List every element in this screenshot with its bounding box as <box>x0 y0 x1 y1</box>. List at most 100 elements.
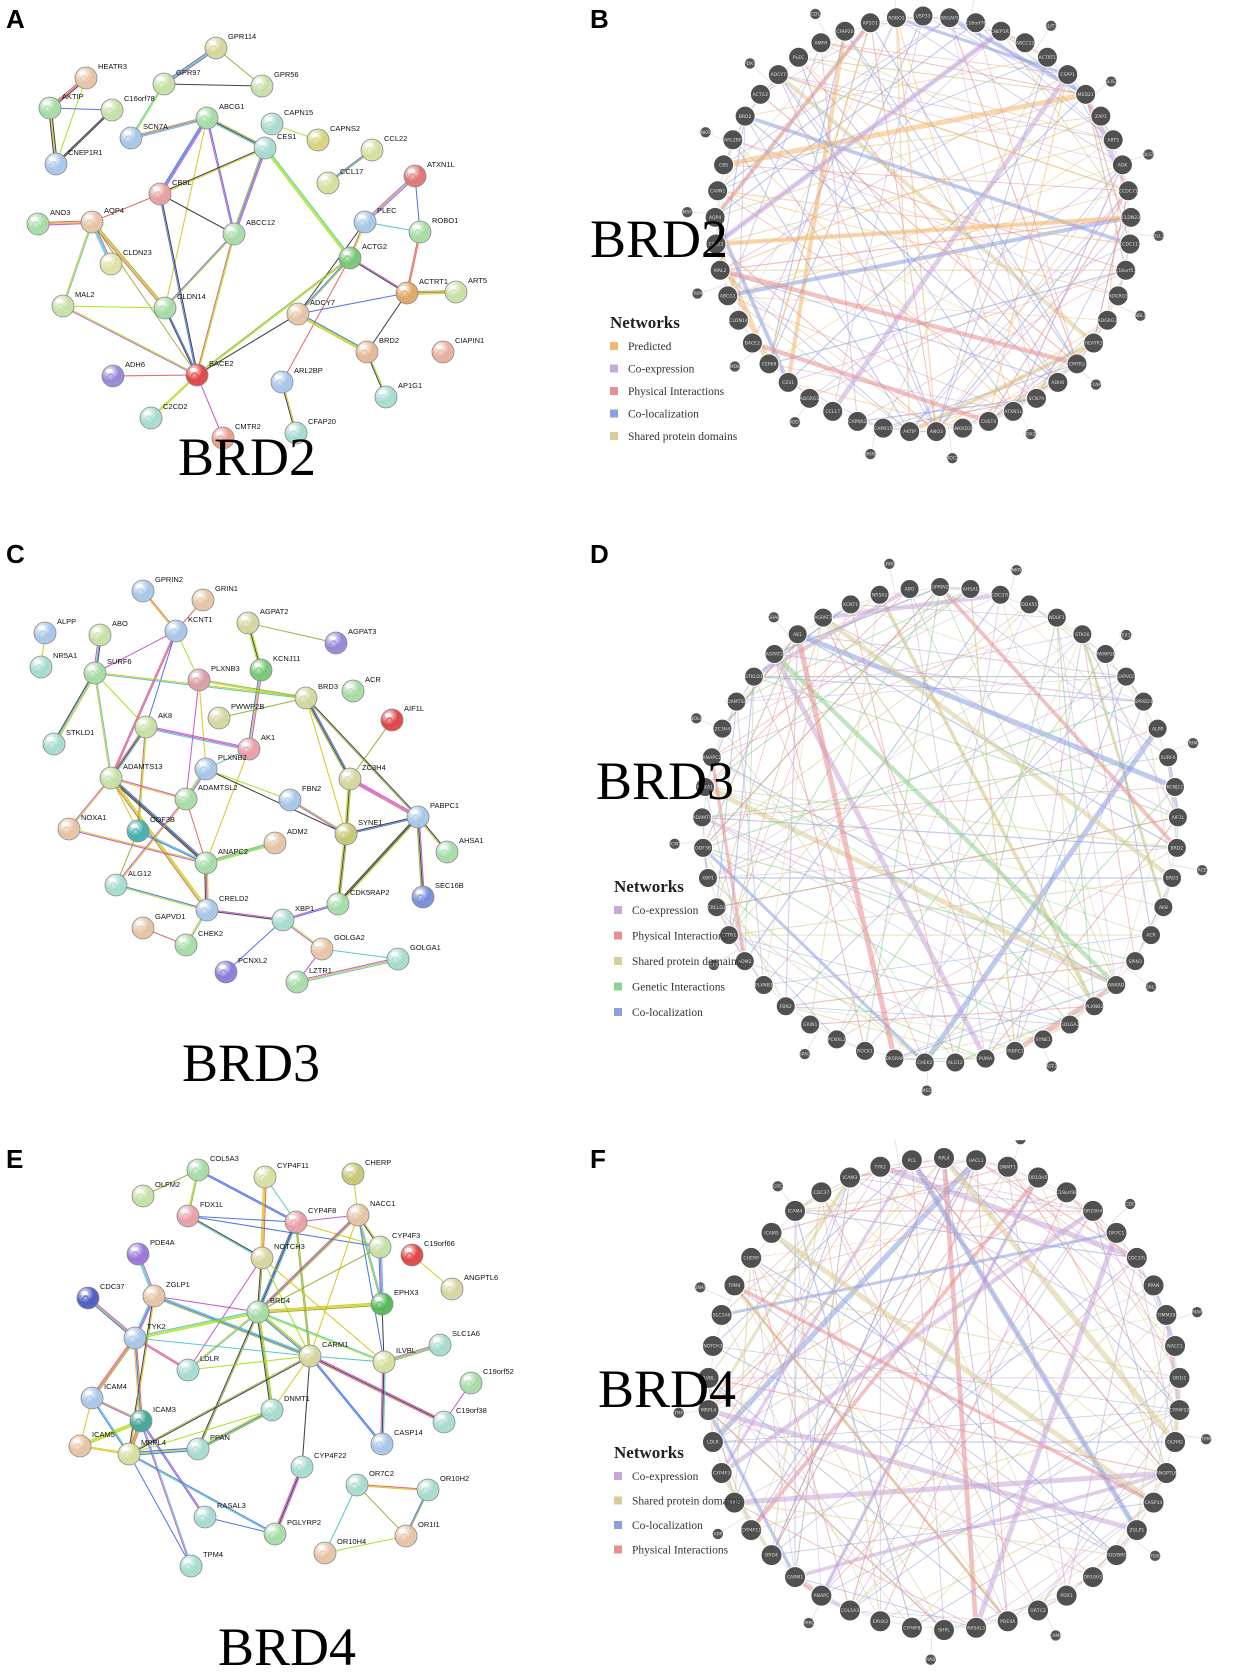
node-dnmt1[interactable]: DNMT1 <box>260 1394 310 1422</box>
node-mal2[interactable]: MAL2 <box>51 290 95 318</box>
gene-node-kcnt1[interactable]: KCNT1 <box>840 594 861 615</box>
gene-node-cdc37l[interactable]: CDC37L <box>1125 1246 1148 1269</box>
satellite-node[interactable]: DLG5 <box>1117 148 1155 165</box>
node-cbsl[interactable]: CBSL <box>148 178 192 206</box>
satellite-node[interactable]: LRRC <box>883 558 896 596</box>
gene-node-zap1[interactable]: ZAP1 <box>1090 105 1112 127</box>
gene-node-amfr[interactable]: AMFR <box>810 32 832 54</box>
gene-node-brd2[interactable]: BRD2 <box>1166 837 1187 858</box>
gene-node-adgrg5[interactable]: ADGRG5 <box>1107 285 1129 307</box>
satellite-node[interactable]: ATF2 <box>1037 1037 1058 1073</box>
node-or10h2[interactable]: OR10H2 <box>416 1474 469 1502</box>
gene-node-ppan[interactable]: PPAN <box>1142 1274 1165 1297</box>
node-agpat3[interactable]: AGPAT3 <box>324 627 376 655</box>
gene-node-ccl17[interactable]: CCL17 <box>822 400 844 422</box>
gene-node-ankrd20[interactable]: ANKRD20 <box>952 417 974 439</box>
gene-node-ilvbl[interactable]: ILVBL <box>697 1366 720 1389</box>
node-gapvd1[interactable]: GAPVD1 <box>131 912 185 940</box>
node-pde4a[interactable]: PDE4A <box>126 1238 175 1266</box>
gene-node-art5[interactable]: ART5 <box>1102 129 1124 151</box>
gene-node-dnmt1[interactable]: DNMT1 <box>996 1155 1019 1178</box>
node-pcnxl2[interactable]: PCNXL2 <box>214 956 267 984</box>
gene-node-cnep1r1[interactable]: CNEP1R1 <box>990 20 1012 42</box>
gene-node-kcnj11[interactable]: KCNJ11 <box>1164 777 1185 798</box>
node-pwwp2b[interactable]: PWWP2B <box>207 702 264 730</box>
node-ldlr[interactable]: LDLR <box>176 1354 220 1382</box>
gene-node-aif1l[interactable]: AIF1L <box>1167 807 1188 828</box>
gene-node-ldlr[interactable]: LDLR <box>701 1431 724 1454</box>
node-syne1[interactable]: SYNE1 <box>334 818 383 846</box>
gene-node-ap1g1[interactable]: AP1G1 <box>859 12 881 34</box>
gene-node-spred1[interactable]: SPRED1 <box>1133 691 1154 712</box>
gene-node-chek2[interactable]: CHEK2 <box>914 1052 935 1073</box>
satellite-node[interactable]: ACE <box>1170 864 1208 877</box>
node-c19orf66[interactable]: C19orf66 <box>400 1239 455 1267</box>
node-cnep1r1[interactable]: CNEP1R1 <box>44 148 103 176</box>
gene-node-cyp4f11[interactable]: CYP4F11 <box>740 1519 763 1542</box>
node-c16orf78[interactable]: C16orf78 <box>100 94 155 122</box>
gene-node-capns2[interactable]: CAPNS2 <box>846 410 868 432</box>
gene-node-adamts[interactable]: ADAMTS <box>692 807 713 828</box>
node-rasal3[interactable]: RASAL3 <box>193 1501 246 1529</box>
node-abcg1[interactable]: ABCG1 <box>195 102 244 130</box>
node-adcy7[interactable]: ADCY7 <box>286 298 335 326</box>
gene-node-yipf2[interactable]: YIPF2 <box>723 1491 746 1514</box>
node-adamtsl2[interactable]: ADAMTSL2 <box>174 783 238 811</box>
gene-node-adgrg1[interactable]: ADGRG1 <box>799 387 821 409</box>
node-ces1[interactable]: CES1 <box>253 132 297 160</box>
gene-node-anapc[interactable]: ANAPC <box>810 1584 833 1607</box>
gene-node-brd2[interactable]: BRD2 <box>734 105 756 127</box>
gene-node-ccdc71[interactable]: CCDC71 <box>1117 180 1139 202</box>
gene-node-nacc1[interactable]: NACC1 <box>1164 1334 1187 1357</box>
gene-node-ddx55[interactable]: DDX55 <box>1019 594 1040 615</box>
gene-node-tpm4[interactable]: TPM4 <box>723 1274 746 1297</box>
node-acr[interactable]: ACR <box>341 675 381 703</box>
gene-node-ankrd[interactable]: ANKRD <box>1106 975 1127 996</box>
gene-node-cdc37l[interactable]: CDC37L <box>990 584 1011 605</box>
node-ccl22[interactable]: CCL22 <box>360 134 407 162</box>
node-cyp4f22[interactable]: CYP4F22 <box>290 1451 347 1479</box>
node-plxnb3[interactable]: PLXNB3 <box>187 664 240 692</box>
node-aqp4[interactable]: AQP4 <box>80 206 124 234</box>
gene-node-or1i1[interactable]: OR1I1 <box>1168 1366 1191 1389</box>
gene-node-aktip[interactable]: AKTIP <box>899 421 921 443</box>
node-surf6[interactable]: SURF6 <box>83 657 132 685</box>
gene-node-ces1[interactable]: CES1 <box>777 371 799 393</box>
node-aif1l[interactable]: AIF1L <box>380 704 424 732</box>
gene-node-adcy7[interactable]: ADCY7 <box>767 64 789 86</box>
satellite-node[interactable]: OTC <box>771 1180 800 1214</box>
gene-node-abo[interactable]: ABO <box>899 578 920 599</box>
node-golga1[interactable]: GOLGA1 <box>386 943 441 971</box>
node-ano3[interactable]: ANO3 <box>26 208 70 236</box>
satellite-node[interactable]: TRF <box>672 1407 713 1419</box>
gene-node-aqp4[interactable]: AQP4 <box>704 206 726 228</box>
gene-node-grin1[interactable]: GRIN1 <box>800 1014 821 1035</box>
gene-node-chst4[interactable]: CHST4 <box>978 410 1000 432</box>
node-nacc1[interactable]: NACC1 <box>346 1199 395 1227</box>
node-brd4[interactable]: BRD4 <box>246 1296 290 1324</box>
satellite-node[interactable]: PDK1 <box>744 57 774 86</box>
gene-node-hacl1[interactable]: HACL1 <box>965 1149 988 1172</box>
gene-node-rock1[interactable]: ROCK1 <box>855 1040 876 1061</box>
node-notch3[interactable]: NOTCH3 <box>250 1242 305 1270</box>
gene-node-capn1[interactable]: CAPN1 <box>707 180 729 202</box>
gene-node-spin3[interactable]: SPIN3 <box>1125 951 1146 972</box>
node-icam5[interactable]: ICAM5 <box>68 1430 115 1458</box>
gene-node-cep68[interactable]: CEP68 <box>758 353 780 375</box>
gene-node-actrt1[interactable]: ACTRT1 <box>1036 46 1058 68</box>
node-or10h4[interactable]: OR10H4 <box>313 1537 366 1565</box>
node-abcc12[interactable]: ABCC12 <box>222 218 275 246</box>
node-ak8[interactable]: AK8 <box>134 711 172 739</box>
gene-node-or7c1[interactable]: OR7C1 <box>1105 1221 1128 1244</box>
gene-node-med21[interactable]: MED21 <box>1075 83 1097 105</box>
gene-node-capn15[interactable]: CAPN15 <box>872 417 894 439</box>
node-pglyrp2[interactable]: PGLYRP2 <box>263 1518 321 1546</box>
gene-node-adm2[interactable]: ADM2 <box>734 951 755 972</box>
gene-node-nduf1[interactable]: NDUF1 <box>1046 607 1067 628</box>
gene-node-scn7a[interactable]: SCN7A <box>1025 387 1047 409</box>
gene-node-cherp[interactable]: CHERP <box>740 1246 763 1269</box>
node-tyk2[interactable]: TYK2 <box>123 1322 166 1350</box>
gene-node-casp14[interactable]: CASP14 <box>1142 1491 1165 1514</box>
gene-node-cdc37[interactable]: CDC37 <box>810 1181 833 1204</box>
gene-node-ano3[interactable]: ANO3 <box>925 421 947 443</box>
